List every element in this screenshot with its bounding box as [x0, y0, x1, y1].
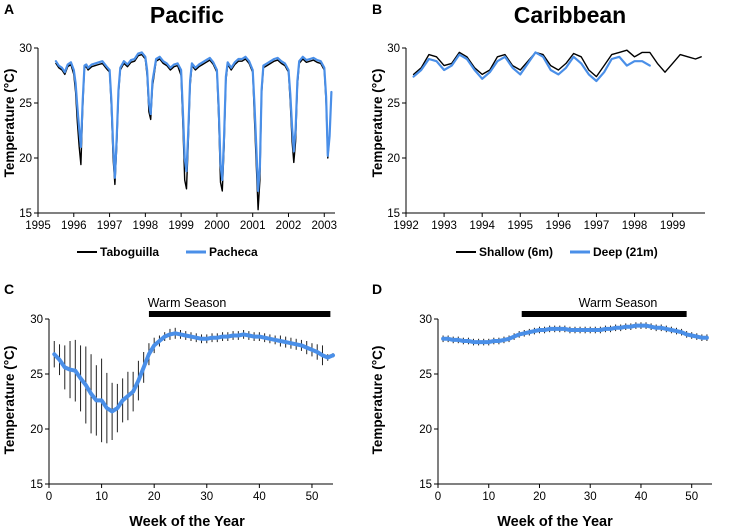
panel-b-series-line-0	[412, 49, 702, 78]
panel-a-xtick-label: 2000	[204, 220, 230, 232]
panel-a-plot: 15 20 25 30 1995 1996 1997 1998 1999 2000 2001 2002…	[19, 43, 337, 232]
panel-d-xtick-label: 30	[584, 491, 597, 503]
panel-c-xtick-label: 30	[200, 491, 213, 503]
panel-a-ytick-label: 15	[19, 208, 32, 220]
legend-label-deep: Deep (21m)	[593, 245, 658, 259]
panel-c-xtick-label: 40	[253, 491, 266, 503]
panel-d-xtick-label: 40	[635, 491, 648, 503]
panel-b-xtick-label: 1992	[393, 220, 419, 232]
panel-d-ytick-label: 30	[419, 314, 432, 326]
panel-b-plot: 15 20 25 30 1992 1993 1994 1995 1996 1997 1998 1999	[387, 43, 705, 232]
panel-d-xtick-label: 20	[533, 491, 546, 503]
panel-a-ytick-label: 25	[19, 98, 32, 110]
panel-d-xtick-label: 10	[482, 491, 495, 503]
panel-a-ylabel: Temperature (°C)	[2, 69, 17, 178]
panel-a-xtick-label: 2003	[311, 220, 337, 232]
legend-label-pacheca: Pacheca	[209, 245, 258, 259]
panel-d-xlabel: Week of the Year	[497, 514, 613, 530]
panel-d-series-line-0	[441, 323, 709, 345]
panel-b-series-line-1	[412, 51, 651, 83]
panel-c-series-line-0	[52, 331, 335, 414]
panel-a-xtick-label: 2001	[240, 220, 266, 232]
panel-b-xtick-label: 1996	[546, 220, 572, 232]
panel-a-legend: Taboguilla Pacheca	[77, 245, 258, 259]
panel-d-ytick-label: 15	[419, 479, 432, 491]
panel-c-xtick-label: 20	[148, 491, 161, 503]
panel-b-title: Caribbean	[514, 2, 626, 28]
panel-a-xtick-label: 2002	[276, 220, 302, 232]
panel-b-xtick-label: 1995	[507, 220, 533, 232]
panel-b-xtick-label: 1993	[431, 220, 457, 232]
panel-a-xtick-label: 1998	[133, 220, 159, 232]
panel-d-warm-season-label: Warm Season	[579, 296, 658, 310]
panel-c-ytick-label: 20	[30, 424, 43, 436]
panel-c-ytick-label: 25	[30, 369, 43, 381]
legend-label-taboguilla: Taboguilla	[100, 245, 159, 259]
panel-c-warm-season-label: Warm Season	[148, 296, 227, 310]
panel-a-xtick-label: 1997	[97, 220, 123, 232]
panel-c-ytick-label: 30	[30, 314, 43, 326]
panel-b-ytick-label: 20	[387, 153, 400, 165]
panel-b-xtick-label: 1999	[660, 220, 686, 232]
panel-label-c: C	[4, 281, 14, 297]
panel-b-xtick-label: 1997	[584, 220, 610, 232]
legend-label-shallow: Shallow (6m)	[479, 245, 553, 259]
panel-b-ytick-label: 15	[387, 208, 400, 220]
panel-b-ytick-label: 30	[387, 43, 400, 55]
panel-d-xtick-label: 0	[435, 491, 441, 503]
panel-c-xlabel: Week of the Year	[129, 514, 245, 530]
panel-d-ytick-label: 25	[419, 369, 432, 381]
panel-a-title: Pacific	[150, 2, 224, 28]
panel-c-ytick-label: 15	[30, 479, 43, 491]
panel-b-xtick-label: 1994	[469, 220, 495, 232]
panel-b-ytick-label: 25	[387, 98, 400, 110]
panel-label-d: D	[372, 281, 382, 297]
panel-label-b: B	[372, 1, 382, 17]
panel-d-plot: 15 20 25 30 0 10 20 30 40 50	[419, 311, 712, 503]
panel-b-xtick-label: 1998	[622, 220, 648, 232]
panel-b-ylabel: Temperature (°C)	[370, 69, 385, 178]
panel-d-ylabel: Temperature (°C)	[370, 346, 385, 455]
panel-a-xtick-label: 1995	[25, 220, 51, 232]
panel-a-ytick-label: 20	[19, 153, 32, 165]
panel-c-ylabel: Temperature (°C)	[2, 346, 17, 455]
panel-a-series-line-1	[54, 51, 333, 193]
panel-a-xtick-label: 1999	[168, 220, 194, 232]
panel-d-xtick-label: 50	[685, 491, 698, 503]
panel-b-legend: Shallow (6m) Deep (21m)	[456, 245, 658, 259]
panel-c-xtick-label: 0	[46, 491, 52, 503]
panel-c-xtick-label: 50	[306, 491, 319, 503]
panel-a-ytick-label: 30	[19, 43, 32, 55]
panel-d-ytick-label: 20	[419, 424, 432, 436]
panel-c-plot: 15 20 25 30 0 10 20 30 40 50	[30, 311, 335, 503]
panel-a-xtick-label: 1996	[61, 220, 87, 232]
panel-label-a: A	[4, 1, 14, 17]
panel-c-xtick-label: 10	[95, 491, 108, 503]
